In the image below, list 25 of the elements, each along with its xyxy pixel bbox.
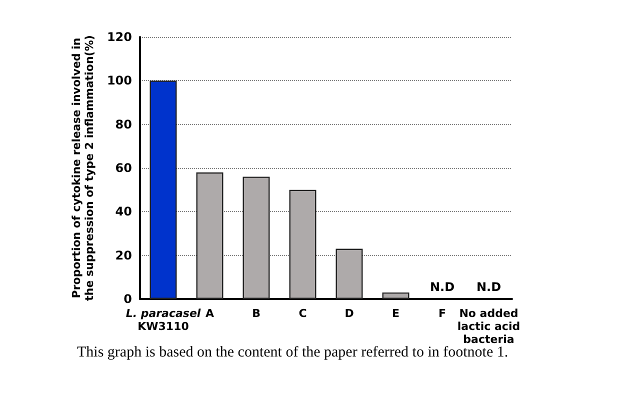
- bar: [336, 248, 363, 299]
- x-tick-label: F: [438, 307, 446, 320]
- y-tick-label: 100: [106, 74, 132, 88]
- text: N.D: [430, 280, 455, 294]
- y-axis-title: Proportion of cytokine release involved in the suppression of type 2 inflammation(%): [70, 35, 96, 301]
- y-tick-label: 40: [115, 204, 132, 219]
- x-tick-label: E: [392, 307, 400, 320]
- y-tick-label: 120: [106, 30, 132, 44]
- y-tick-label: 0: [124, 292, 132, 306]
- y-tick-label: 80: [115, 117, 132, 132]
- bar: [196, 172, 224, 299]
- text: N.D: [476, 280, 502, 294]
- bar: [150, 80, 177, 299]
- x-tick-label: B: [252, 307, 260, 320]
- bar: [382, 292, 410, 299]
- bar: [289, 190, 316, 299]
- bar: [242, 176, 270, 299]
- y-tick-label: 60: [115, 161, 132, 175]
- x-tick-label: No added lactic acid bacteria: [457, 307, 520, 346]
- x-tick-label: D: [344, 307, 354, 320]
- text: This graph is based on the content of the paper referred to in footnote 1.: [77, 344, 508, 360]
- x-tick-label: A: [205, 307, 214, 320]
- x-tick-label: L. paracasel KW3110: [126, 307, 201, 333]
- x-tick-label: C: [298, 307, 307, 320]
- y-tick-label: 20: [115, 248, 132, 262]
